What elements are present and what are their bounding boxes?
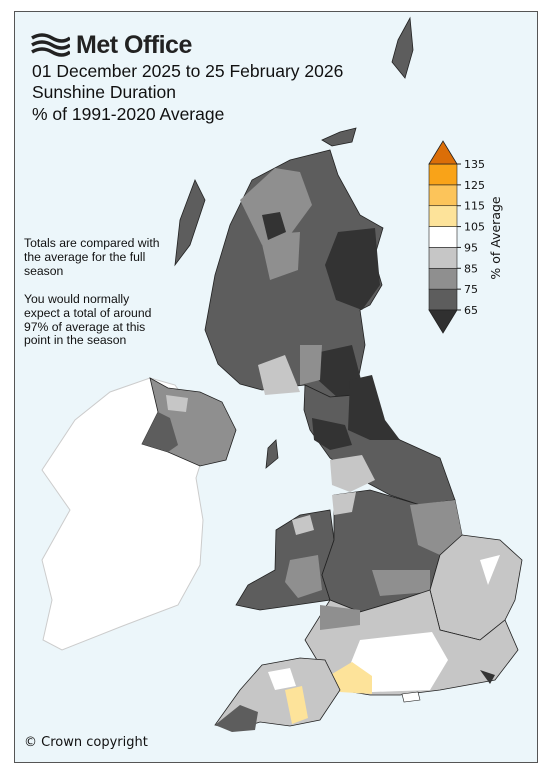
scotland-west-mid	[260, 232, 300, 280]
title-units: % of 1991-2020 Average	[32, 104, 225, 124]
scotland-southwest-light	[258, 355, 300, 395]
colorbar-tick-label: 95	[464, 241, 478, 254]
colorbar-tick-label: 135	[464, 158, 485, 171]
midlands-light	[332, 492, 356, 515]
colorbar-bin-125-135	[428, 163, 458, 186]
yorkshire-mid	[330, 455, 375, 492]
note-expected-total: You would normally expect a total of aro…	[24, 292, 152, 348]
colorbar: 65 75 85 95 105 115 125 135 % of Average	[428, 140, 503, 334]
colorbar-tick-label: 105	[464, 221, 485, 234]
south-white	[350, 632, 448, 692]
note-season-comparison: Totals are compared with the average for…	[24, 236, 160, 278]
colorbar-bin-115-125	[428, 184, 458, 207]
scotland-highland-dark	[262, 212, 286, 240]
colorbar-under-arrow	[428, 309, 458, 334]
colorbar-label: % of Average	[488, 196, 503, 280]
south-east-dark	[480, 670, 495, 684]
east-anglia-white	[480, 555, 500, 585]
colorbar-tick-label: 125	[464, 179, 485, 192]
scotland-north-mid	[240, 168, 312, 245]
devon-yellow	[285, 686, 308, 724]
scotland-east-dark	[325, 228, 380, 310]
met-office-logo-icon	[31, 33, 70, 57]
wales-north-light	[292, 515, 314, 535]
colorbar-tick-label: 65	[464, 304, 478, 317]
scotland-southwest-mid	[300, 345, 322, 385]
colorbar-bin-65-75	[428, 288, 458, 311]
copyright: © Crown copyright	[24, 735, 148, 750]
north-east-dark	[348, 375, 400, 440]
orkney	[321, 127, 357, 147]
isle-of-man	[265, 439, 279, 469]
wales	[235, 509, 335, 611]
south-west-white	[268, 668, 296, 690]
shetland	[391, 16, 414, 79]
title-variable: Sunshine Duration	[32, 82, 176, 102]
northern-ireland-light	[166, 395, 188, 412]
hebrides	[174, 179, 206, 267]
met-office-logo: Met Office	[30, 30, 192, 60]
wales-mid	[285, 555, 322, 598]
midlands-mid-1	[410, 500, 462, 555]
cornwall-dark	[215, 705, 258, 732]
cumbria-dark	[312, 418, 352, 450]
northern-ireland-dark	[142, 412, 178, 452]
colorbar-tick-label: 75	[464, 283, 478, 296]
logo-text: Met Office	[76, 30, 192, 59]
title-date-range: 01 December 2025 to 25 February 2026	[32, 61, 344, 81]
midlands-mid-2	[372, 570, 430, 596]
colorbar-over-arrow	[428, 140, 458, 165]
colorbar-bin-105-115	[428, 205, 458, 227]
south-mid-1	[320, 605, 360, 630]
colorbar-tick-label: 115	[464, 200, 485, 213]
colorbar-bin-95-105	[428, 226, 458, 248]
isle-of-wight	[401, 691, 421, 703]
colorbar-tick-label: 85	[464, 262, 478, 275]
colorbar-bin-75-85	[428, 267, 458, 290]
colorbar-bin-85-95	[428, 247, 458, 269]
